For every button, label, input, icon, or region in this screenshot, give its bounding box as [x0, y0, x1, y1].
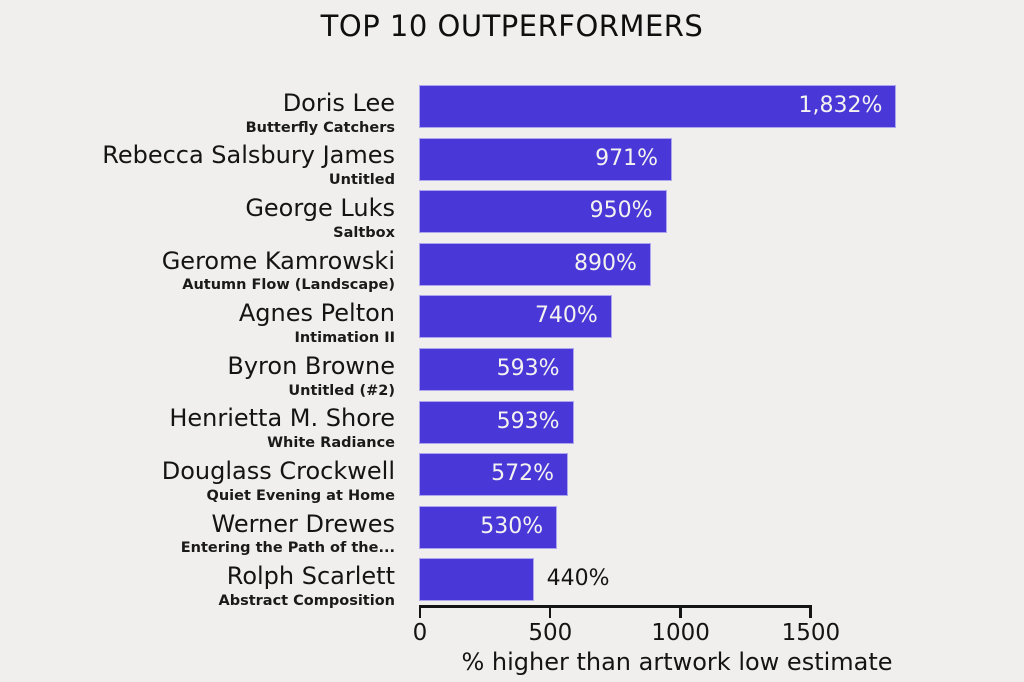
artwork-title: Untitled (#2): [288, 382, 395, 399]
bar-row-label: Gerome Kamrowski Autumn Flow (Landscape): [0, 241, 395, 302]
x-axis-tick-label: 1000: [651, 620, 710, 646]
bar: 440%: [419, 558, 610, 602]
bar: 1,832%: [419, 85, 897, 128]
artist-name: Rebecca Salsbury James: [102, 141, 395, 170]
artwork-title: Entering the Path of the...: [180, 540, 395, 557]
chart-title: TOP 10 OUTPERFORMERS: [320, 9, 704, 43]
bar: 593%: [419, 400, 574, 444]
bar-value: 950%: [589, 198, 653, 224]
bar: 593%: [419, 348, 574, 391]
x-axis-tick-label: 0: [412, 620, 428, 646]
bar-row-label: Werner Drewes Entering the Path of the...: [0, 504, 395, 565]
bar-value: 530%: [480, 513, 544, 539]
bar: 530%: [419, 505, 558, 549]
bar-value: 593%: [496, 356, 560, 381]
artist-name: Henrietta M. Shore: [169, 404, 395, 433]
artist-name: Rolph Scarlett: [226, 562, 395, 591]
bar: 572%: [419, 453, 569, 497]
x-axis-tick-label: 1500: [781, 620, 841, 646]
bar-value: 440%: [546, 566, 610, 592]
bar-row-label: Rolph Scarlett Abstract Composition: [0, 556, 395, 617]
bar: 890%: [419, 242, 651, 286]
bar: 971%: [419, 137, 673, 181]
x-axis-tick-label: 500: [528, 620, 573, 646]
bar-row-label: George Luks Saltbox: [0, 188, 395, 249]
bar-value: 971%: [595, 145, 659, 171]
bar-row-label: Doris Lee Butterfly Catchers: [0, 83, 395, 144]
x-axis-label: % higher than artwork low estimate: [461, 648, 893, 676]
x-axis-tick: [809, 605, 812, 618]
bar-value: 593%: [496, 408, 560, 434]
bar-row-label: Agnes Pelton Intimation II: [0, 293, 395, 354]
x-axis-tick: [548, 605, 552, 618]
artwork-title: Autumn Flow (Landscape): [182, 277, 395, 294]
x-axis-tick: [679, 605, 682, 618]
bar-row-label: Byron Browne Untitled (#2): [0, 346, 395, 407]
bar-row-label: Rebecca Salsbury James Untitled: [0, 136, 395, 197]
artist-name: Werner Drewes: [211, 509, 396, 538]
artwork-title: Saltbox: [333, 224, 395, 241]
artwork-title: Abstract Composition: [218, 593, 395, 610]
artist-name: Gerome Kamrowski: [161, 246, 395, 275]
bar-row-label: Henrietta M. Shore White Radiance: [0, 399, 395, 460]
bar-value: 1,832%: [798, 93, 883, 118]
artwork-title: White Radiance: [267, 435, 395, 452]
artist-name: Byron Browne: [227, 351, 395, 380]
x-axis-line: [419, 605, 813, 608]
bar: 950%: [419, 190, 667, 234]
artwork-title: Butterfly Catchers: [245, 119, 395, 136]
bar-value: 740%: [534, 303, 598, 329]
artwork-title: Intimation II: [294, 330, 395, 347]
x-axis-tick: [418, 605, 421, 618]
bar-value: 572%: [491, 461, 555, 487]
artwork-title: Quiet Evening at Home: [206, 487, 395, 504]
bar-value: 890%: [574, 250, 637, 276]
artist-name: Douglass Crockwell: [161, 456, 395, 485]
artist-name: George Luks: [245, 193, 395, 222]
artwork-title: Untitled: [328, 172, 395, 189]
artist-name: Doris Lee: [282, 88, 395, 117]
artist-name: Agnes Pelton: [238, 299, 395, 328]
bar-row-label: Douglass Crockwell Quiet Evening at Home: [0, 451, 395, 512]
bar: 740%: [419, 295, 612, 339]
